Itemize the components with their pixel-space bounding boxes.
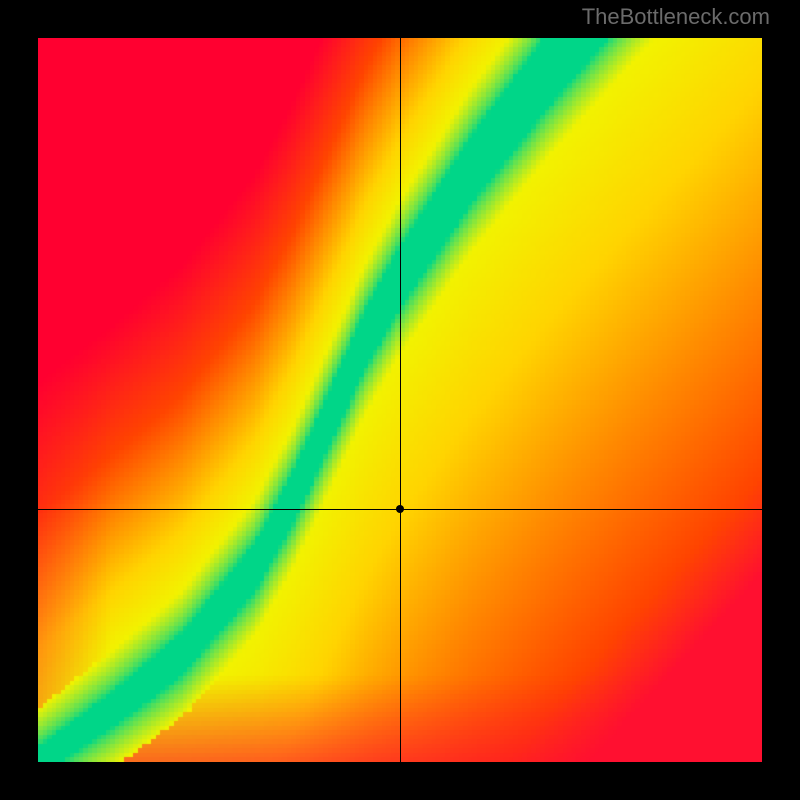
chart-container: TheBottleneck.com xyxy=(0,0,800,800)
crosshair-vertical xyxy=(400,38,401,762)
plot-area xyxy=(38,38,762,762)
watermark-text: TheBottleneck.com xyxy=(582,4,770,30)
marker-dot xyxy=(396,505,404,513)
